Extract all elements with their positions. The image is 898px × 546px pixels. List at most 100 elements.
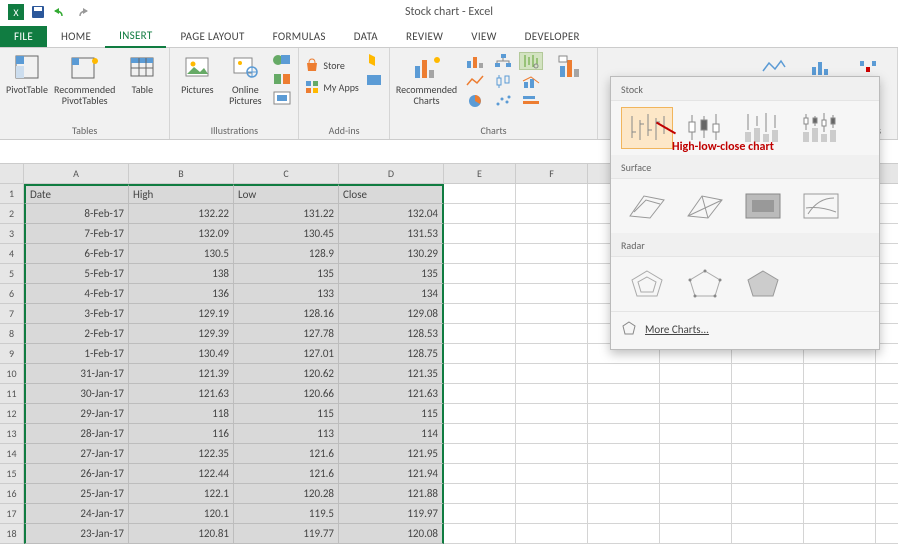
myapps-button[interactable]: My Apps — [305, 80, 359, 94]
cell[interactable] — [516, 344, 588, 364]
cell[interactable] — [516, 184, 588, 204]
cell[interactable] — [732, 504, 804, 524]
cell[interactable]: 23-Jan-17 — [24, 524, 129, 544]
cell[interactable]: 130.29 — [339, 244, 444, 264]
cell[interactable]: 129.39 — [129, 324, 234, 344]
cell[interactable] — [804, 364, 876, 384]
cell[interactable]: 114 — [339, 424, 444, 444]
cell[interactable]: 132.22 — [129, 204, 234, 224]
cell[interactable] — [444, 284, 516, 304]
cell[interactable] — [444, 484, 516, 504]
radar-option[interactable] — [621, 263, 673, 305]
cell[interactable] — [516, 444, 588, 464]
cell[interactable] — [660, 504, 732, 524]
volume-open-high-low-close-option[interactable] — [795, 107, 847, 149]
pivotchart-button[interactable] — [549, 52, 591, 82]
cell[interactable]: 29-Jan-17 — [24, 404, 129, 424]
cell[interactable] — [444, 444, 516, 464]
header-cell[interactable]: High — [129, 184, 234, 204]
tab-page-layout[interactable]: PAGE LAYOUT — [166, 26, 258, 47]
cell[interactable] — [804, 424, 876, 444]
cell[interactable] — [588, 404, 660, 424]
cell[interactable]: 115 — [234, 404, 339, 424]
cell[interactable] — [732, 464, 804, 484]
cell[interactable]: 130.45 — [234, 224, 339, 244]
row-header[interactable]: 18 — [0, 524, 24, 544]
undo-button[interactable] — [50, 2, 70, 22]
row-header[interactable]: 9 — [0, 344, 24, 364]
cell[interactable]: 122.1 — [129, 484, 234, 504]
row-header[interactable]: 15 — [0, 464, 24, 484]
cell[interactable] — [804, 504, 876, 524]
cell[interactable] — [876, 404, 898, 424]
cell[interactable] — [660, 384, 732, 404]
tab-data[interactable]: DATA — [340, 26, 392, 47]
bar-chart-icon[interactable] — [519, 92, 543, 110]
cell[interactable]: 132.04 — [339, 204, 444, 224]
surface-3d-option[interactable] — [621, 185, 673, 227]
cell[interactable]: 6-Feb-17 — [24, 244, 129, 264]
cell[interactable] — [804, 484, 876, 504]
cell[interactable] — [876, 464, 898, 484]
cell[interactable]: 128.9 — [234, 244, 339, 264]
cell[interactable]: 28-Jan-17 — [24, 424, 129, 444]
cell[interactable] — [516, 204, 588, 224]
combo-chart-icon[interactable] — [519, 72, 543, 90]
header-cell[interactable]: Date — [24, 184, 129, 204]
cell[interactable]: 118 — [129, 404, 234, 424]
cell[interactable]: 24-Jan-17 — [24, 504, 129, 524]
cell[interactable] — [444, 364, 516, 384]
header-cell[interactable]: Close — [339, 184, 444, 204]
cell[interactable] — [876, 444, 898, 464]
cell[interactable]: 130.5 — [129, 244, 234, 264]
cell[interactable]: 7-Feb-17 — [24, 224, 129, 244]
cell[interactable] — [804, 464, 876, 484]
cell[interactable] — [660, 424, 732, 444]
row-header[interactable]: 13 — [0, 424, 24, 444]
cell[interactable] — [588, 444, 660, 464]
more-charts-button[interactable]: More Charts... — [611, 311, 879, 343]
cell[interactable]: 121.35 — [339, 364, 444, 384]
people-graph-icon[interactable] — [365, 71, 383, 87]
cell[interactable]: 26-Jan-17 — [24, 464, 129, 484]
cell[interactable] — [804, 384, 876, 404]
cell[interactable] — [588, 504, 660, 524]
line-chart-icon[interactable] — [463, 72, 487, 90]
cell[interactable]: 120.81 — [129, 524, 234, 544]
cell[interactable]: 5-Feb-17 — [24, 264, 129, 284]
cell[interactable]: 135 — [234, 264, 339, 284]
cell[interactable]: 121.63 — [129, 384, 234, 404]
cell[interactable]: 119.5 — [234, 504, 339, 524]
row-header[interactable]: 4 — [0, 244, 24, 264]
row-header[interactable]: 7 — [0, 304, 24, 324]
cell[interactable]: 121.39 — [129, 364, 234, 384]
cell[interactable]: 116 — [129, 424, 234, 444]
cell[interactable]: 121.88 — [339, 484, 444, 504]
cell[interactable]: 133 — [234, 284, 339, 304]
cell[interactable] — [444, 424, 516, 444]
tab-developer[interactable]: DEVELOPER — [511, 26, 594, 47]
cell[interactable] — [444, 384, 516, 404]
row-header[interactable]: 6 — [0, 284, 24, 304]
redo-button[interactable] — [72, 2, 92, 22]
screenshot-icon[interactable] — [272, 90, 292, 106]
cell[interactable] — [516, 464, 588, 484]
cell[interactable]: 121.6 — [234, 464, 339, 484]
cell[interactable] — [660, 464, 732, 484]
cell[interactable] — [444, 344, 516, 364]
cell[interactable]: 130.49 — [129, 344, 234, 364]
row-header[interactable]: 12 — [0, 404, 24, 424]
tab-view[interactable]: VIEW — [457, 26, 510, 47]
cell[interactable] — [660, 404, 732, 424]
cell[interactable]: 3-Feb-17 — [24, 304, 129, 324]
tab-review[interactable]: REVIEW — [392, 26, 457, 47]
cell[interactable]: 2-Feb-17 — [24, 324, 129, 344]
cell[interactable] — [588, 424, 660, 444]
cell[interactable] — [876, 384, 898, 404]
column-header[interactable]: E — [444, 164, 516, 184]
cell[interactable] — [732, 364, 804, 384]
row-header[interactable]: 3 — [0, 224, 24, 244]
cell[interactable]: 128.16 — [234, 304, 339, 324]
row-header[interactable]: 16 — [0, 484, 24, 504]
cell[interactable] — [516, 244, 588, 264]
